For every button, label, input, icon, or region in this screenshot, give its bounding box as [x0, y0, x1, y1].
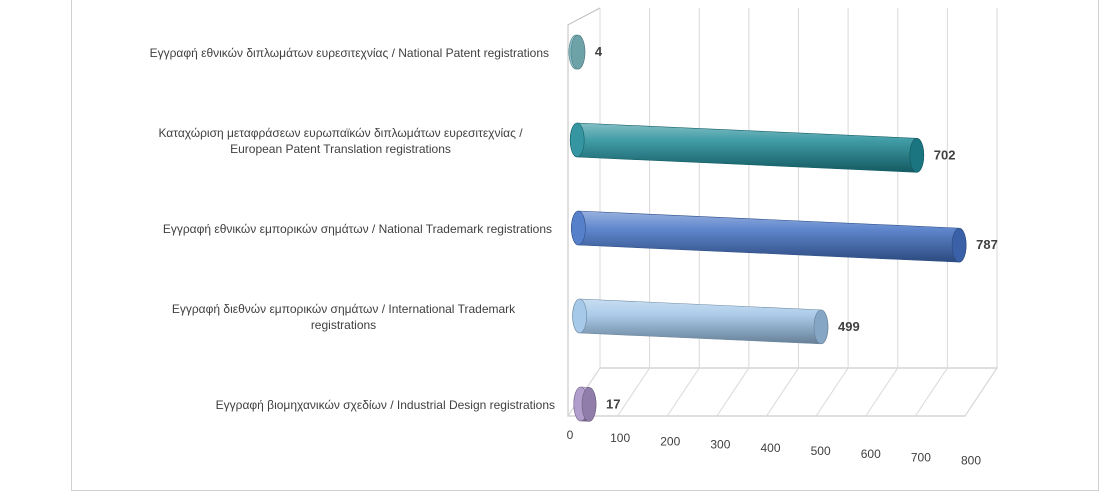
bar-end: [813, 309, 829, 345]
floor-gridline: [815, 367, 849, 417]
bar: [571, 210, 967, 263]
x-tick-label: 400: [760, 441, 780, 455]
category-label: Εγγραφή βιομηχανικών σχεδίων / Industria…: [216, 398, 555, 412]
category-label-line: registrations: [311, 318, 376, 332]
x-tick-label: 500: [811, 444, 831, 458]
category-label-line: Εγγραφή εθνικών διπλωμάτων ευρεσιτεχνίας…: [150, 46, 549, 60]
gridlines: [567, 8, 998, 417]
x-tick-label: 300: [710, 438, 730, 452]
data-label: 4: [595, 44, 603, 59]
category-label-line: Καταχώριση μεταφράσεων ευρωπαϊκών διπλωμ…: [158, 126, 523, 140]
chart-frame: [71, 0, 1099, 491]
bar-end: [581, 387, 597, 422]
x-tick-label: 600: [861, 447, 881, 461]
floor-gridline: [666, 367, 700, 417]
category-label-line: Εγγραφή διεθνών εμπορικών σημάτων / Inte…: [172, 302, 516, 316]
data-labels: 4 702 787 499 17: [595, 44, 998, 411]
bar-cap: [569, 122, 585, 158]
category-label-line: Εγγραφή βιομηχανικών σχεδίων / Industria…: [216, 398, 555, 412]
x-tick-label: 100: [610, 431, 630, 445]
category-label-line: European Patent Translation registration…: [230, 142, 451, 156]
category-labels: Εγγραφή εθνικών διπλωμάτων ευρεσιτεχνίας…: [150, 46, 555, 412]
category-label: Εγγραφή εθνικών διπλωμάτων ευρεσιτεχνίας…: [150, 46, 549, 60]
floor-gridline: [964, 367, 998, 417]
floor-gridline: [766, 367, 799, 417]
category-label: Εγγραφή εθνικών εμπορικών σημάτων / Nati…: [163, 222, 552, 236]
x-axis-ticks: 0 100 200 300 400 500 600 700 800: [567, 428, 982, 468]
bar: [568, 34, 586, 70]
bar-cap: [571, 210, 586, 246]
bars: [568, 34, 967, 422]
floor-gridline: [914, 367, 948, 417]
x-tick-label: 0: [567, 428, 574, 442]
data-label: 787: [976, 237, 998, 252]
data-label: 499: [838, 319, 860, 334]
x-tick-label: 700: [911, 450, 931, 464]
bar-end: [570, 34, 586, 70]
bar-end: [951, 227, 967, 263]
bar-body: [569, 122, 925, 173]
floor-gridline: [617, 367, 651, 417]
bar-end: [909, 137, 925, 173]
x-tick-label: 200: [660, 434, 680, 448]
bar: [569, 122, 925, 173]
floor-gridline: [716, 367, 750, 417]
category-label: Καταχώριση μεταφράσεων ευρωπαϊκών διπλωμ…: [158, 126, 523, 156]
bar-cap: [572, 298, 587, 334]
chart-walls: [567, 7, 998, 417]
x-tick-label: 800: [961, 454, 981, 468]
floor-gridline: [865, 367, 899, 417]
bar-body: [571, 210, 967, 263]
data-label: 17: [606, 396, 620, 411]
bar: [573, 386, 597, 422]
bar-body: [572, 298, 829, 345]
data-label: 702: [934, 147, 956, 162]
category-label-line: Εγγραφή εθνικών εμπορικών σημάτων / Nati…: [163, 222, 552, 236]
category-label: Εγγραφή διεθνών εμπορικών σημάτων / Inte…: [172, 302, 516, 332]
side-wall: [567, 7, 601, 416]
bar: [572, 298, 829, 345]
